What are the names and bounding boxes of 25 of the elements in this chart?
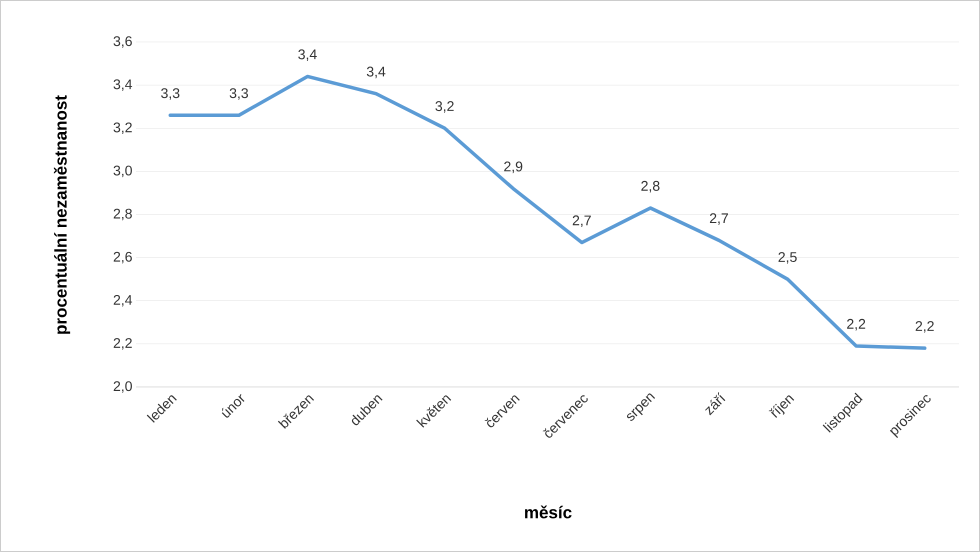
data-label: 3,3 (161, 88, 180, 100)
data-label: 2,9 (504, 162, 522, 174)
data-label: 2,2 (847, 318, 866, 330)
data-label: 3,4 (298, 49, 317, 61)
y-tick-label: 2,2 (114, 338, 132, 350)
y-tick-label: 3,6 (114, 36, 132, 48)
data-label: 2,5 (778, 252, 797, 264)
y-tick-label: 2,6 (114, 252, 132, 264)
data-label: 2,7 (710, 213, 728, 225)
x-axis-title: měsíc (525, 506, 572, 518)
x-tick-label: říjen (768, 395, 794, 418)
data-label: 2,7 (572, 215, 591, 227)
y-tick-label: 3,0 (114, 166, 132, 178)
y-tick-label: 3,4 (114, 79, 132, 91)
data-label: 3,3 (230, 88, 248, 100)
y-axis-title: procentuální nezaměstnanost (54, 95, 70, 334)
y-tick-label: 3,2 (114, 122, 132, 134)
data-label: 3,2 (435, 101, 454, 113)
data-label: 2,8 (641, 180, 660, 192)
y-tick-label: 2,0 (114, 381, 132, 393)
data-label: 2,2 (916, 321, 934, 333)
data-label: 3,4 (366, 66, 386, 78)
y-tick-label: 2,4 (114, 294, 132, 307)
y-tick-label: 2,8 (114, 208, 132, 220)
x-tick-label: září (705, 392, 726, 416)
